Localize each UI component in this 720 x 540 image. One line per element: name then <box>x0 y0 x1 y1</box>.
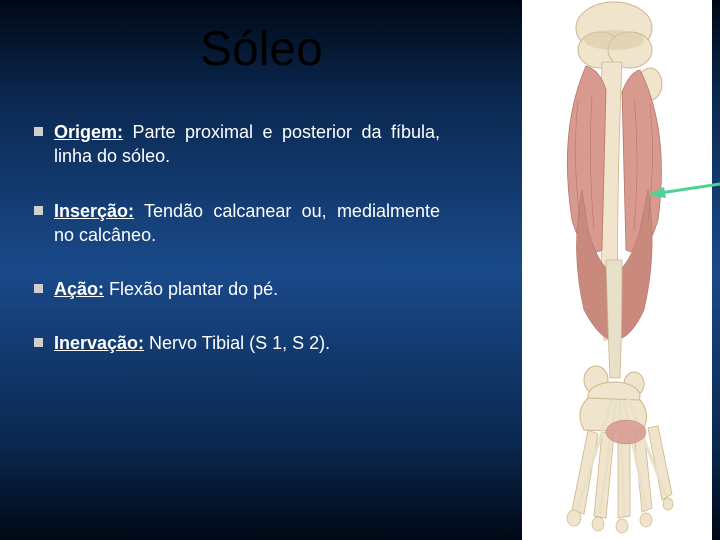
bullet-label: Ação: <box>54 279 104 299</box>
bullet-label: Inserção: <box>54 201 134 221</box>
slide-title: Sóleo <box>200 22 323 77</box>
pointer-arrow-icon <box>648 178 720 200</box>
bullet-list: Origem: Parte proximal e posterior da fí… <box>30 120 440 386</box>
bullet-text: Nervo Tibial (S 1, S 2). <box>144 333 330 353</box>
list-item: Ação: Flexão plantar do pé. <box>30 277 440 301</box>
bullet-label: Inervação: <box>54 333 144 353</box>
bullet-text: Flexão plantar do pé. <box>104 279 278 299</box>
list-item: Origem: Parte proximal e posterior da fí… <box>30 120 440 169</box>
bullet-label: Origem: <box>54 122 123 142</box>
anatomy-illustration <box>522 0 712 540</box>
list-item: Inserção: Tendão calcanear ou, medialmen… <box>30 199 440 248</box>
list-item: Inervação: Nervo Tibial (S 1, S 2). <box>30 331 440 355</box>
